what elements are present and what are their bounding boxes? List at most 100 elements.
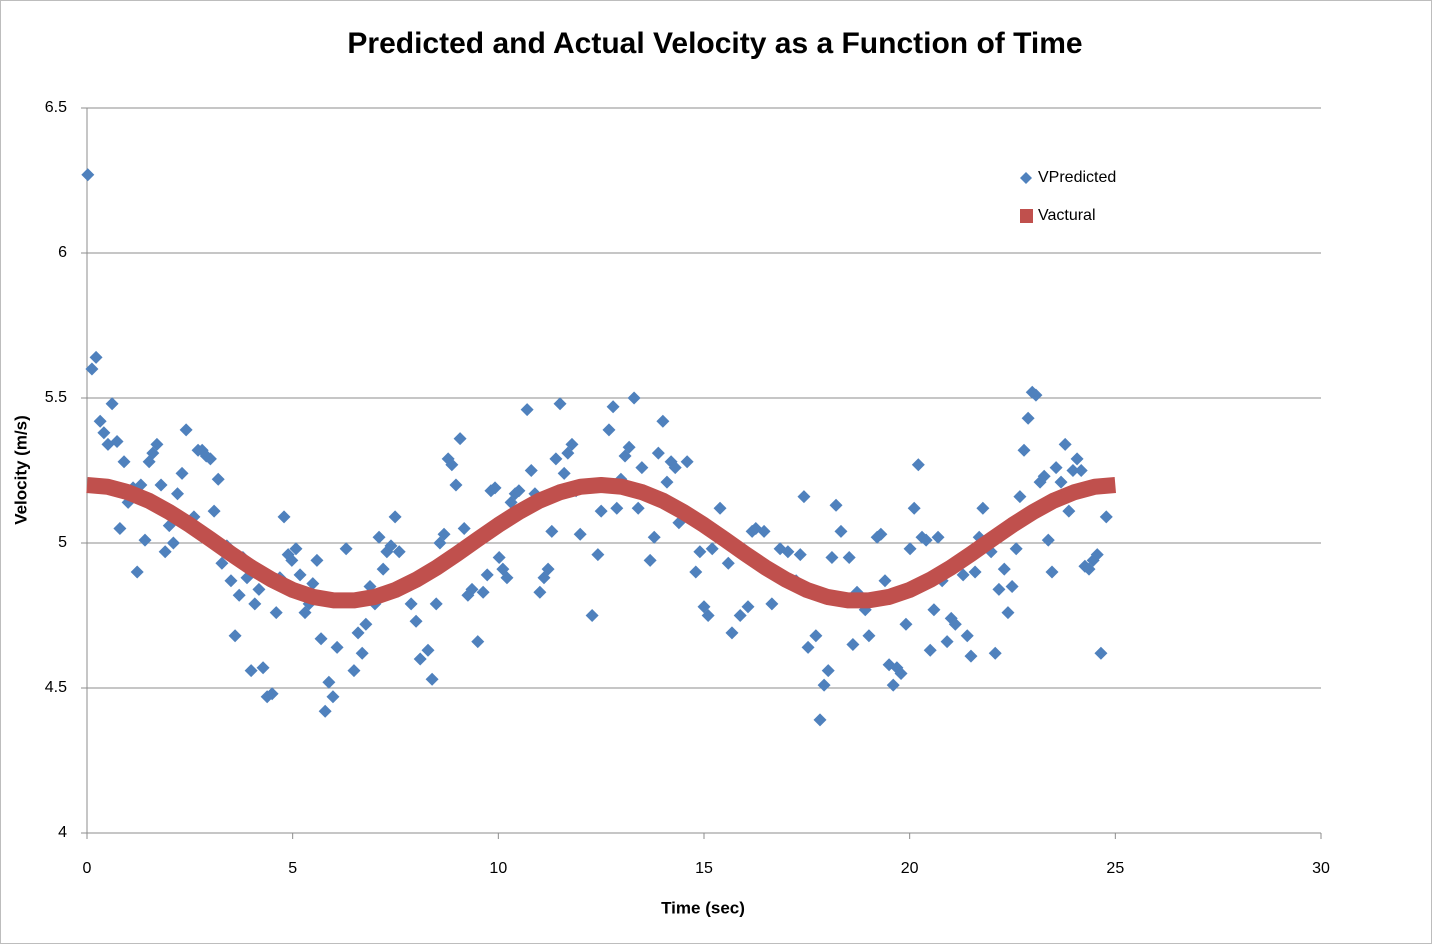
point [1058, 437, 1072, 451]
x-tick-label: 25 [1106, 860, 1124, 877]
point [643, 553, 657, 567]
point [968, 565, 982, 579]
point [500, 571, 514, 585]
point [894, 667, 908, 680]
point [97, 426, 111, 440]
x-tick-label: 5 [288, 860, 297, 877]
point [1094, 646, 1108, 660]
point [610, 501, 624, 515]
point [314, 632, 328, 646]
point [93, 414, 107, 428]
point [927, 603, 941, 617]
point [874, 527, 888, 541]
point [256, 661, 270, 675]
point [656, 414, 670, 428]
point [635, 461, 649, 475]
point [834, 524, 848, 538]
point [318, 704, 332, 718]
point [1074, 464, 1088, 477]
legend-marker [1020, 209, 1033, 223]
point [647, 530, 661, 544]
point [1029, 388, 1043, 402]
point [817, 678, 831, 692]
point [693, 545, 707, 559]
point [765, 597, 779, 611]
point [480, 568, 494, 582]
point [265, 687, 279, 701]
point [976, 501, 990, 515]
point [228, 629, 242, 643]
point [829, 498, 843, 512]
point [594, 504, 608, 518]
point [549, 452, 563, 466]
point [488, 481, 502, 495]
point [289, 542, 303, 556]
point [960, 629, 974, 643]
point [158, 545, 172, 559]
point [911, 458, 925, 472]
point [553, 397, 567, 411]
point [413, 652, 427, 666]
point [465, 582, 479, 596]
x-tick-label: 20 [901, 860, 919, 877]
point [457, 522, 471, 535]
point [512, 484, 526, 498]
point [138, 533, 152, 547]
point [585, 609, 599, 622]
point [899, 617, 913, 631]
point [931, 530, 945, 544]
point [741, 600, 755, 614]
point [248, 597, 262, 611]
point [821, 664, 835, 678]
point [825, 551, 839, 564]
point [1054, 475, 1068, 489]
point [557, 466, 571, 480]
legend-label: Vactural [1038, 207, 1096, 224]
point [622, 440, 636, 454]
legend-label: VPredicted [1038, 169, 1116, 186]
point [277, 510, 291, 524]
y-tick-label: 5 [58, 534, 67, 551]
point [113, 522, 127, 535]
point [907, 501, 921, 515]
point [940, 635, 954, 649]
point [471, 635, 485, 649]
legend-marker [1020, 172, 1032, 184]
point [862, 629, 876, 643]
point [150, 437, 164, 451]
point [1049, 461, 1063, 475]
point [1009, 542, 1023, 556]
point [1070, 452, 1084, 466]
point [388, 510, 402, 524]
point [376, 562, 390, 576]
point [1021, 411, 1035, 425]
point [175, 466, 189, 480]
point [322, 675, 336, 689]
point [445, 458, 459, 472]
point [224, 574, 238, 588]
point [117, 455, 131, 469]
point [903, 542, 917, 556]
point [801, 640, 815, 654]
point [1066, 464, 1080, 477]
point [793, 548, 807, 562]
point [545, 524, 559, 538]
point [372, 530, 386, 544]
point [602, 423, 616, 437]
point [956, 568, 970, 582]
point [541, 562, 555, 576]
point [680, 455, 694, 469]
point [110, 435, 124, 448]
point [533, 585, 547, 599]
y-tick-label: 5.5 [45, 389, 67, 406]
point [351, 626, 365, 640]
chart-title: Predicted and Actual Velocity as a Funct… [347, 27, 1082, 60]
point [757, 524, 771, 538]
point [269, 606, 283, 620]
point [1062, 504, 1076, 518]
point [725, 626, 739, 640]
point [565, 437, 579, 451]
point [105, 397, 119, 411]
point [89, 350, 103, 364]
